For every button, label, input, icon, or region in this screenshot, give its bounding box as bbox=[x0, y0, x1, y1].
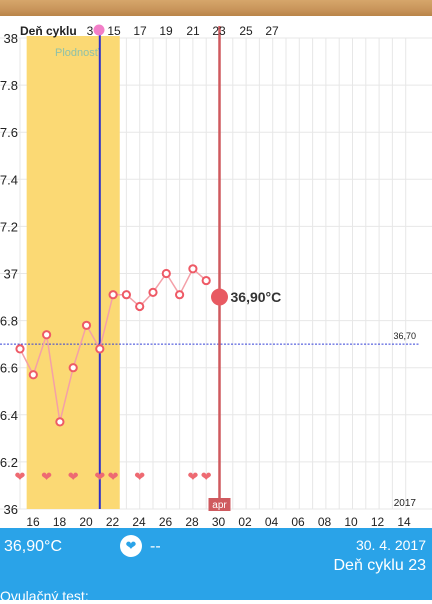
temperature-point[interactable] bbox=[201, 275, 211, 286]
cycle-start-marker[interactable] bbox=[93, 24, 105, 36]
x-axis-date-label: 22 bbox=[106, 515, 120, 528]
cycle-day-label: Deň cyklu bbox=[20, 24, 77, 38]
temperature-point[interactable] bbox=[108, 290, 118, 300]
temperature-point[interactable] bbox=[42, 330, 52, 340]
temperature-point[interactable] bbox=[175, 290, 185, 300]
temperature-point[interactable] bbox=[148, 287, 158, 297]
temperature-point[interactable] bbox=[28, 370, 38, 380]
y-axis-label: 38 bbox=[4, 31, 18, 46]
y-axis-label: 37.2 bbox=[0, 219, 18, 234]
year-label: 2017 bbox=[394, 498, 417, 509]
y-axis-label: 36.2 bbox=[0, 455, 18, 470]
today-temperature-label: 36,90°C bbox=[231, 289, 282, 305]
cycle-day-tick: 21 bbox=[186, 24, 200, 38]
x-axis-date-label: 20 bbox=[79, 515, 93, 528]
y-axis-label: 37 bbox=[4, 267, 18, 282]
ovulation-test-label: Ovulačný test: bbox=[0, 588, 89, 604]
today-temperature-point[interactable] bbox=[211, 288, 228, 306]
x-axis-date-label: 28 bbox=[185, 515, 199, 528]
x-axis-date-label: 26 bbox=[159, 515, 173, 528]
x-axis-date-label: 08 bbox=[318, 515, 332, 528]
selected-date: 30. 4. 2017 bbox=[355, 537, 426, 553]
intercourse-heart-icon: ❤ bbox=[15, 470, 26, 485]
y-axis-label: 36.6 bbox=[0, 361, 18, 376]
selected-cycle-day: Deň cyklu 23 bbox=[333, 557, 427, 574]
cycle-day-tick: 15 bbox=[107, 24, 121, 38]
month-badge bbox=[208, 498, 231, 511]
temperature-point[interactable] bbox=[55, 417, 65, 427]
intercourse-heart-icon: ❤ bbox=[68, 470, 79, 485]
chart-canvas[interactable]: Plodnosť 38 37.8 37.6 37.4 37.2 37 36.8 36.6 36.4… bbox=[0, 0, 432, 528]
cycle-day-tick: 27 bbox=[265, 24, 279, 38]
y-axis-label: 37.4 bbox=[0, 172, 18, 187]
x-axis-date-label: 12 bbox=[371, 515, 385, 528]
intercourse-heart-icon: ❤ bbox=[94, 470, 105, 485]
cycle-day-tick: 3 bbox=[87, 24, 94, 38]
x-axis-date-label: 04 bbox=[265, 515, 279, 528]
intercourse-heart-icon: ❤ bbox=[41, 470, 52, 485]
y-axis-label: 36 bbox=[4, 502, 18, 517]
temperature-point[interactable] bbox=[121, 290, 132, 300]
intercourse-heart-icon: ❤ bbox=[187, 470, 198, 485]
intercourse-heart-icon: ❤ bbox=[201, 470, 212, 485]
temperature-chart[interactable]: Plodnosť 38 37.8 37.6 37.4 37.2 37 36.8 36.6 36.4… bbox=[0, 0, 432, 528]
x-axis-date-label: 06 bbox=[291, 515, 305, 528]
top-wood-strip bbox=[0, 0, 432, 16]
x-axis-date-label: 24 bbox=[132, 515, 146, 528]
fertile-label: Plodnosť bbox=[55, 47, 100, 59]
temperature-point[interactable] bbox=[188, 264, 198, 274]
temperature-point[interactable] bbox=[161, 268, 171, 279]
y-axis-label: 36.4 bbox=[0, 408, 18, 423]
cycle-day-tick: 17 bbox=[133, 24, 147, 38]
cycle-day-tick: 25 bbox=[239, 24, 253, 38]
cycle-day-tick: 23 bbox=[212, 24, 226, 38]
temperature-readout: 36,90°C bbox=[4, 538, 62, 555]
x-axis-date-label: 10 bbox=[344, 515, 358, 528]
x-axis-date-label: 14 bbox=[397, 515, 411, 528]
x-axis-date-label: 16 bbox=[26, 515, 40, 528]
temperature-point[interactable] bbox=[95, 344, 105, 354]
temperature-point[interactable] bbox=[15, 344, 25, 354]
y-axis-label: 36.8 bbox=[0, 314, 18, 329]
fertile-window bbox=[26, 36, 120, 509]
day-info-bar[interactable]: 36,90°C ❤ -- 30. 4. 2017 Deň cyklu 23 Ov… bbox=[0, 528, 432, 604]
x-axis-date-label: 18 bbox=[53, 515, 67, 528]
intercourse-heart-icon[interactable]: ❤ bbox=[120, 535, 142, 557]
x-axis-date-label: 02 bbox=[238, 515, 252, 528]
cycle-day-tick: 19 bbox=[159, 24, 173, 38]
y-axis-label: 37.6 bbox=[0, 125, 18, 140]
x-axis-date-label: 30 bbox=[212, 515, 226, 528]
intercourse-heart-icon: ❤ bbox=[108, 470, 119, 485]
temperature-point[interactable] bbox=[135, 301, 145, 312]
intercourse-heart-icon: ❤ bbox=[134, 470, 145, 485]
coverline-label: 36,70 bbox=[393, 331, 416, 341]
intercourse-value: -- bbox=[150, 538, 161, 555]
temperature-point[interactable] bbox=[68, 363, 78, 373]
month-label: apr bbox=[212, 500, 227, 511]
y-axis-label: 37.8 bbox=[0, 78, 18, 93]
temperature-point[interactable] bbox=[81, 320, 92, 330]
